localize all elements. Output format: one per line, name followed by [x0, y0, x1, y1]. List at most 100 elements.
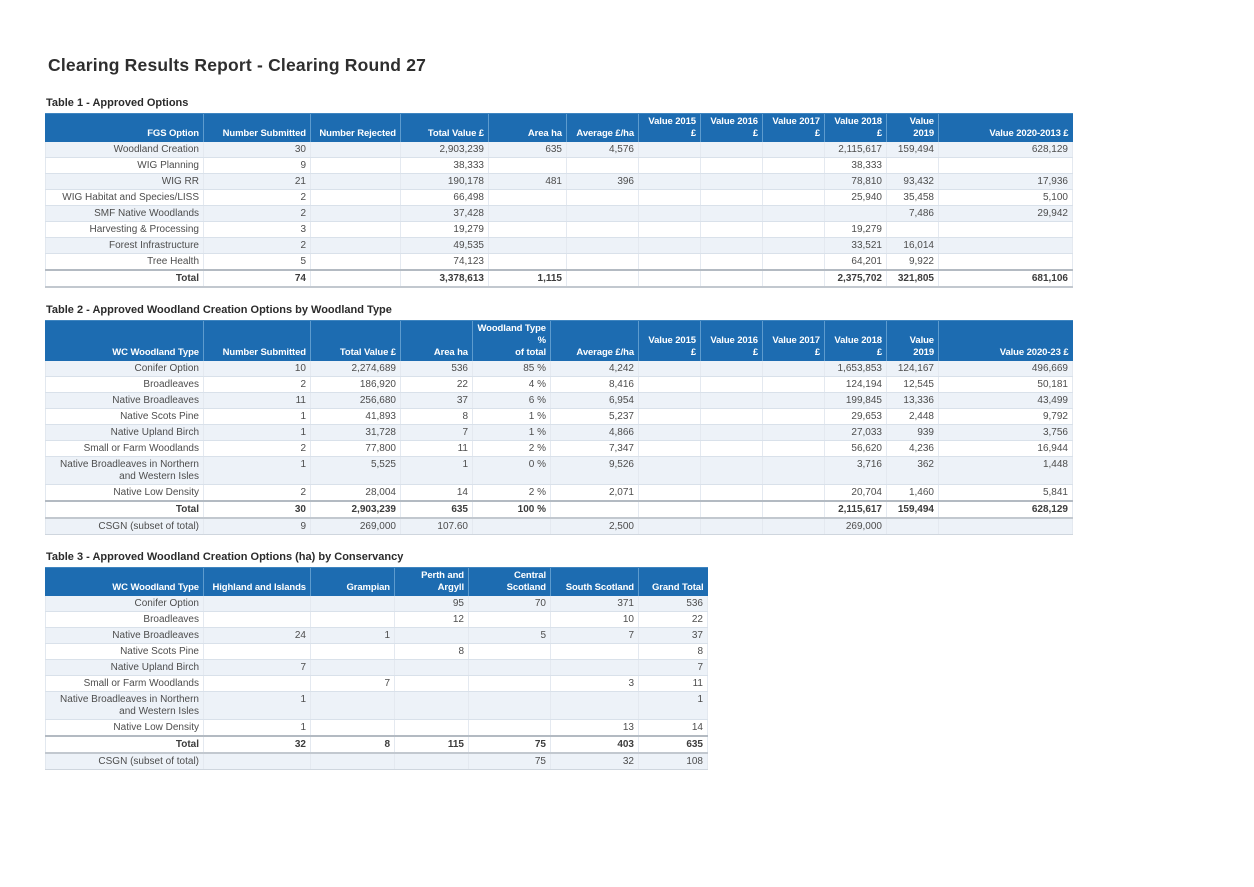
cell: 21 [203, 173, 311, 190]
column-header: South Scotland [550, 567, 639, 596]
column-header: Value 2019 [886, 113, 939, 142]
cell [938, 237, 1073, 254]
table-2-caption: Table 2 - Approved Woodland Creation Opt… [46, 304, 392, 316]
cell: 159,494 [886, 500, 939, 519]
cell: 269,000 [310, 518, 401, 535]
row-label: WIG RR [45, 173, 204, 190]
cell: 5,525 [310, 456, 401, 485]
cell: 8 [400, 408, 473, 425]
column-header: Central Scotland [468, 567, 551, 596]
cell [700, 408, 763, 425]
column-header: Area ha [488, 113, 567, 142]
cell [550, 500, 639, 519]
table-row: SMF Native Woodlands 2 37,428 7,486 29,942 [45, 205, 1073, 222]
column-header: Highland and Islands [203, 567, 311, 596]
row-label: Native Upland Birch [45, 424, 204, 441]
cell [762, 456, 825, 485]
cell [488, 253, 567, 271]
cell: 41,893 [310, 408, 401, 425]
cell [638, 237, 701, 254]
cell [762, 205, 825, 222]
cell: 190,178 [400, 173, 489, 190]
header-row: FGS Option Number Submitted Number Rejecte… [45, 113, 1073, 142]
table-2-section: Table 2 - Approved Woodland Creation Opt… [45, 304, 1254, 535]
cell: 628,129 [938, 500, 1073, 519]
cell: 17,936 [938, 173, 1073, 190]
cell [638, 205, 701, 222]
cell: 2,375,702 [824, 269, 887, 288]
cell: 8 [394, 643, 469, 660]
cell [310, 643, 395, 660]
cell: 3,756 [938, 424, 1073, 441]
cell: 49,535 [400, 237, 489, 254]
cell [700, 237, 763, 254]
cell: 2,448 [886, 408, 939, 425]
cell [700, 157, 763, 174]
cell: 8 [310, 735, 395, 754]
cell [938, 518, 1073, 535]
cell [310, 142, 401, 158]
cell: 13,336 [886, 392, 939, 409]
cell: 1 [203, 719, 311, 737]
cell: 75 [468, 735, 551, 754]
cell: 124,194 [824, 376, 887, 393]
cell [638, 500, 701, 519]
cell [468, 719, 551, 737]
cell: 496,669 [938, 361, 1073, 377]
row-label: Total [45, 269, 204, 288]
cell: 269,000 [824, 518, 887, 535]
column-header: Grampian [310, 567, 395, 596]
cell [310, 753, 395, 770]
cell: 22 [638, 611, 708, 628]
cell: 2,115,617 [824, 142, 887, 158]
table-row: Native Broadleaves in Northern and Weste… [45, 456, 1073, 485]
column-header: Number Rejected [310, 113, 401, 142]
cell [638, 408, 701, 425]
cell: 27,033 [824, 424, 887, 441]
cell [468, 691, 551, 720]
cell [566, 237, 639, 254]
cell: 35,458 [886, 189, 939, 206]
cell [762, 500, 825, 519]
cell [762, 269, 825, 288]
cell: 14 [638, 719, 708, 737]
cell [638, 269, 701, 288]
cell: 2 % [472, 484, 551, 502]
cell [310, 659, 395, 676]
cell [638, 518, 701, 535]
cell: 29,653 [824, 408, 887, 425]
cell: 107.60 [400, 518, 473, 535]
row-label: Native Broadleaves in Northern and Weste… [45, 691, 204, 720]
table-row: Native Scots Pine 8 8 [45, 643, 708, 660]
cell: 16,944 [938, 440, 1073, 457]
cell: 199,845 [824, 392, 887, 409]
cell [310, 269, 401, 288]
cell [488, 221, 567, 238]
cell [203, 643, 311, 660]
cell [394, 691, 469, 720]
cell: 396 [566, 173, 639, 190]
row-label: CSGN (subset of total) [45, 518, 204, 535]
cell: 38,333 [400, 157, 489, 174]
page-title: Clearing Results Report - Clearing Round… [48, 55, 427, 75]
row-label: Total [45, 500, 204, 519]
cell [762, 376, 825, 393]
cell: 6,954 [550, 392, 639, 409]
cell: 403 [550, 735, 639, 754]
cell: 5,100 [938, 189, 1073, 206]
approved-options-table: FGS Option Number Submitted Number Rejecte… [45, 113, 1073, 288]
cell: 2 % [472, 440, 551, 457]
column-header: Value 2018 £ [824, 113, 887, 142]
cell [488, 237, 567, 254]
cell [550, 659, 639, 676]
column-header: Total Value £ [400, 113, 489, 142]
row-label: Tree Health [45, 253, 204, 271]
cell [550, 643, 639, 660]
cell: 371 [550, 596, 639, 612]
cell: 9,526 [550, 456, 639, 485]
cell: 159,494 [886, 142, 939, 158]
cell: 5,237 [550, 408, 639, 425]
cell: 7,486 [886, 205, 939, 222]
cell [310, 237, 401, 254]
cell [700, 392, 763, 409]
